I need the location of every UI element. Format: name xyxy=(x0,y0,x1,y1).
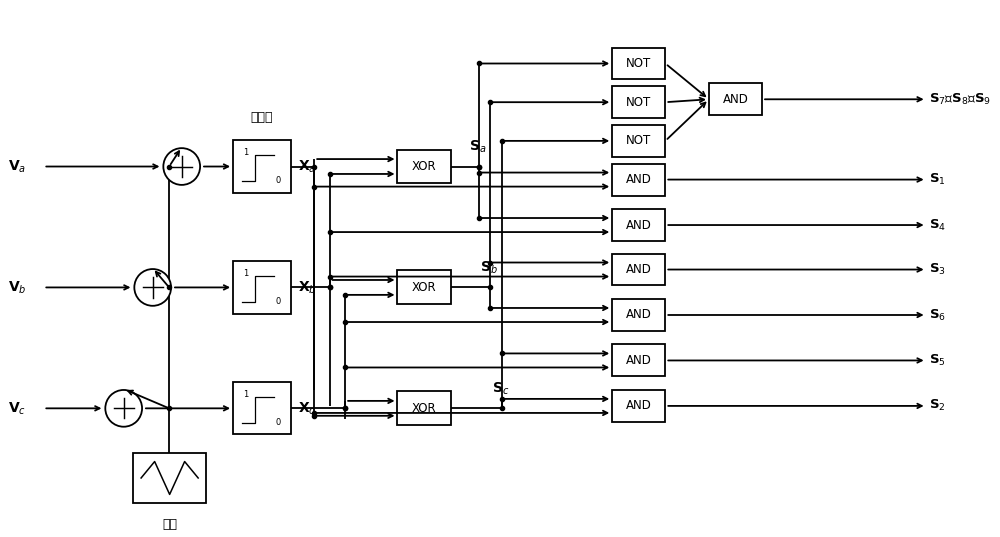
Text: 0: 0 xyxy=(276,297,281,306)
Text: S$_2$: S$_2$ xyxy=(929,398,946,413)
Bar xyxy=(612,164,665,195)
Text: S$_1$: S$_1$ xyxy=(929,172,946,187)
Text: AND: AND xyxy=(626,173,652,186)
Text: AND: AND xyxy=(626,263,652,276)
Text: S$_7$、S$_8$、S$_9$: S$_7$、S$_8$、S$_9$ xyxy=(929,92,991,107)
Bar xyxy=(709,83,762,115)
Bar xyxy=(612,209,665,241)
Text: NOT: NOT xyxy=(626,57,651,70)
Text: 0: 0 xyxy=(276,176,281,185)
Bar xyxy=(612,299,665,331)
Bar xyxy=(612,390,665,422)
Text: V$_b$: V$_b$ xyxy=(8,279,26,296)
Text: XOR: XOR xyxy=(412,402,436,415)
Text: V$_c$: V$_c$ xyxy=(8,400,26,417)
Text: XOR: XOR xyxy=(412,160,436,173)
Text: XOR: XOR xyxy=(412,281,436,294)
Text: V$_a$: V$_a$ xyxy=(8,158,26,175)
Text: S$_a$: S$_a$ xyxy=(469,139,486,155)
Text: 1: 1 xyxy=(243,148,248,157)
Bar xyxy=(612,345,665,376)
Text: AND: AND xyxy=(626,219,652,231)
Bar xyxy=(612,253,665,286)
Bar xyxy=(397,391,451,425)
Text: AND: AND xyxy=(626,354,652,367)
Text: 1: 1 xyxy=(243,390,248,399)
Text: S$_3$: S$_3$ xyxy=(929,262,946,277)
Text: AND: AND xyxy=(626,308,652,322)
Bar xyxy=(612,125,665,157)
Circle shape xyxy=(105,390,142,427)
Text: AND: AND xyxy=(723,93,748,106)
Text: X$_a$: X$_a$ xyxy=(298,158,316,175)
Circle shape xyxy=(134,269,171,306)
Text: 1: 1 xyxy=(243,269,248,278)
Text: S$_6$: S$_6$ xyxy=(929,308,946,323)
Bar xyxy=(233,140,291,193)
Text: AND: AND xyxy=(626,400,652,412)
Bar xyxy=(233,382,291,434)
Text: 比较器: 比较器 xyxy=(251,111,273,124)
Text: NOT: NOT xyxy=(626,134,651,147)
Text: NOT: NOT xyxy=(626,96,651,108)
Text: S$_c$: S$_c$ xyxy=(492,380,510,397)
Circle shape xyxy=(163,148,200,185)
Text: X$_b$: X$_b$ xyxy=(298,279,316,296)
Text: S$_4$: S$_4$ xyxy=(929,217,946,233)
Text: S$_b$: S$_b$ xyxy=(480,259,498,276)
Bar xyxy=(233,262,291,314)
Text: X$_c$: X$_c$ xyxy=(298,400,316,417)
Bar xyxy=(133,453,206,503)
Text: S$_5$: S$_5$ xyxy=(929,353,946,368)
Bar xyxy=(612,86,665,118)
Bar xyxy=(397,150,451,184)
Text: 载波: 载波 xyxy=(162,518,177,531)
Text: 0: 0 xyxy=(276,418,281,427)
Bar xyxy=(612,48,665,79)
Bar xyxy=(397,271,451,304)
